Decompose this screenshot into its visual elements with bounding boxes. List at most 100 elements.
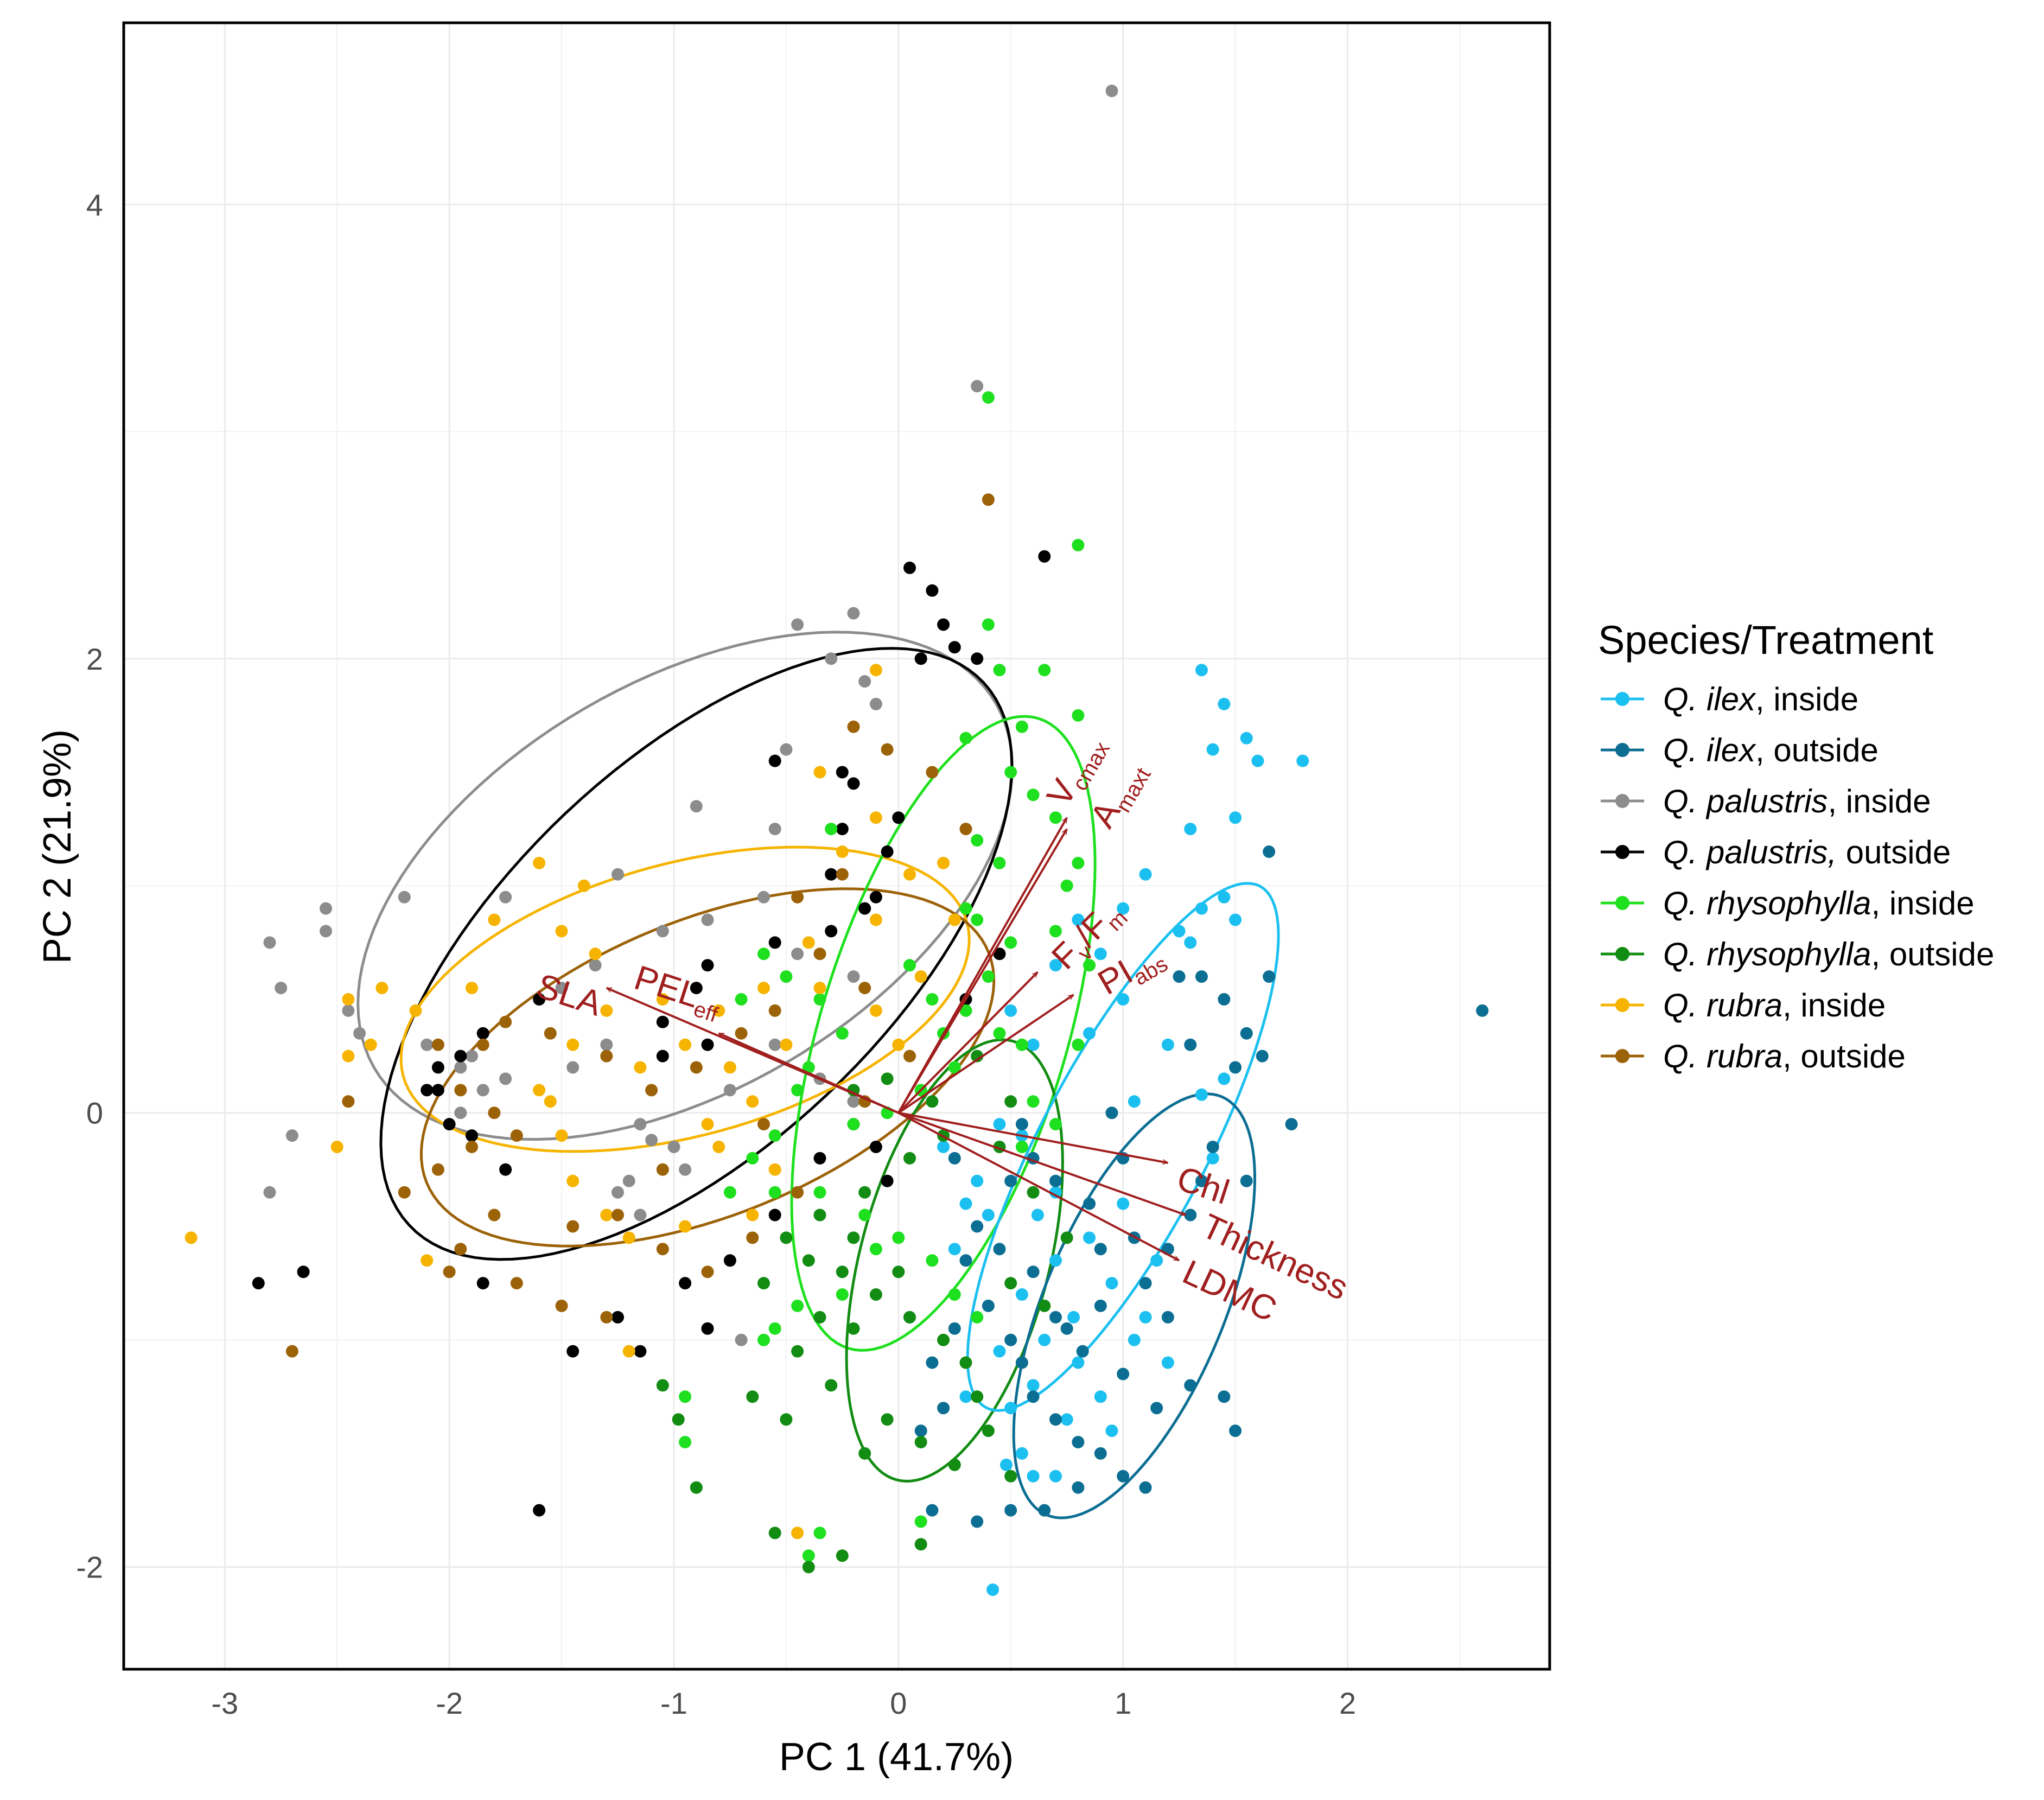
- point-ilex_out: [1161, 1311, 1174, 1324]
- point-rhy_in: [971, 834, 984, 847]
- point-ilex_in: [1105, 1424, 1118, 1438]
- point-rub_out: [645, 1084, 658, 1097]
- point-ilex_in: [971, 1174, 984, 1187]
- point-pal_out: [533, 993, 546, 1006]
- point-rhy_out: [926, 1095, 939, 1108]
- point-pal_in: [869, 697, 882, 710]
- point-rhy_in: [768, 1186, 781, 1199]
- point-pal_in: [791, 947, 804, 961]
- point-pal_in: [645, 1134, 658, 1147]
- point-rhy_in: [869, 1243, 882, 1256]
- point-ilex_in: [1060, 1413, 1073, 1426]
- point-ilex_in: [1049, 1186, 1062, 1199]
- x-tick-label: 2: [1339, 1686, 1356, 1720]
- point-pal_in: [622, 1174, 635, 1187]
- point-ilex_out: [948, 1152, 961, 1165]
- point-rhy_in: [1027, 1095, 1040, 1108]
- point-ilex_in: [1031, 1209, 1044, 1222]
- point-pal_out: [466, 1129, 478, 1142]
- point-rhy_out: [982, 1424, 995, 1438]
- point-pal_in: [353, 1027, 366, 1040]
- legend-label: Q. rhysophylla, inside: [1663, 885, 1975, 921]
- legend-item-rhy_in: Q. rhysophylla, inside: [1601, 885, 1975, 921]
- point-ilex_out: [971, 1220, 984, 1233]
- point-rub_in: [421, 1254, 434, 1267]
- point-rhy_in: [791, 1084, 804, 1097]
- point-rhy_out: [780, 1231, 793, 1244]
- point-rub_out: [488, 1106, 501, 1120]
- point-ilex_out: [948, 1322, 961, 1335]
- legend-item-ilex_in: Q. ilex, inside: [1601, 681, 1858, 717]
- point-rub_out: [342, 1095, 355, 1108]
- point-rub_in: [364, 1038, 377, 1051]
- point-ilex_out: [914, 1424, 927, 1438]
- point-rhy_in: [1060, 879, 1073, 892]
- point-ilex_in: [1049, 1254, 1062, 1267]
- point-ilex_out: [1195, 1174, 1208, 1187]
- point-ilex_in: [1094, 947, 1107, 961]
- point-rub_in: [342, 1050, 355, 1063]
- point-pal_in: [757, 891, 770, 904]
- point-rub_in: [533, 856, 546, 869]
- point-ilex_out: [1139, 1277, 1152, 1290]
- point-pal_in: [555, 982, 568, 995]
- point-rhy_in: [1015, 1038, 1028, 1051]
- point-pal_in: [320, 902, 332, 915]
- point-pal_in: [600, 1038, 613, 1051]
- point-rhy_out: [847, 1322, 860, 1335]
- point-rub_out: [813, 947, 826, 961]
- point-ilex_in: [1173, 925, 1186, 938]
- point-pal_in: [589, 959, 602, 972]
- legend-key-point: [1615, 845, 1629, 859]
- point-ilex_out: [1027, 1265, 1040, 1279]
- point-rhy_out: [1060, 1231, 1073, 1244]
- loading-arrow-f: [897, 971, 1039, 1114]
- point-rub_in: [679, 1220, 692, 1233]
- point-pal_out: [679, 1277, 692, 1290]
- point-rub_in: [869, 664, 882, 677]
- point-ilex_in: [1240, 732, 1253, 745]
- point-rhy_out: [914, 1436, 927, 1448]
- point-rub_out: [746, 1231, 759, 1244]
- point-ilex_in: [993, 1345, 1006, 1358]
- point-pal_out: [948, 641, 961, 654]
- point-ilex_out: [1094, 1299, 1107, 1312]
- legend-item-pal_out: Q. palustris, outside: [1601, 834, 1951, 870]
- point-rhy_in: [948, 1288, 961, 1301]
- point-rhy_out: [914, 1538, 927, 1551]
- point-ilex_in: [1049, 1470, 1062, 1483]
- point-rhy_out: [858, 1447, 871, 1460]
- point-rhy_out: [836, 1549, 849, 1562]
- point-rhy_in: [802, 1549, 815, 1562]
- point-rub_in: [791, 1526, 804, 1540]
- point-ilex_out: [1476, 1004, 1489, 1017]
- point-pal_out: [476, 1027, 489, 1040]
- point-rhy_in: [971, 1311, 984, 1324]
- point-pal_in: [275, 982, 288, 995]
- point-rub_out: [285, 1345, 298, 1358]
- point-rhy_in: [836, 1027, 849, 1040]
- legend-label: Q. ilex, inside: [1663, 681, 1858, 717]
- point-pal_out: [914, 652, 927, 665]
- point-pal_in: [780, 743, 793, 756]
- point-rhy_out: [971, 1050, 984, 1063]
- point-rub_in: [712, 1141, 725, 1153]
- point-rhy_in: [1083, 959, 1096, 972]
- point-ilex_in: [1105, 1277, 1118, 1290]
- point-ilex_out: [1263, 845, 1276, 858]
- loading-arrow-chl: [898, 1111, 1168, 1163]
- point-rhy_in: [735, 993, 748, 1006]
- point-rub_in: [937, 856, 950, 869]
- loading-arrows: [607, 818, 1186, 1262]
- point-rhy_out: [971, 1390, 984, 1403]
- point-ilex_out: [1049, 1311, 1062, 1324]
- point-rub_in: [780, 1038, 793, 1051]
- point-ilex_in: [1195, 664, 1208, 677]
- point-rhy_in: [948, 1061, 961, 1074]
- point-rhy_out: [836, 1265, 849, 1279]
- point-rub_in: [409, 1004, 422, 1017]
- point-ilex_in: [1117, 1197, 1130, 1210]
- plot-panel-background: [124, 23, 1550, 1669]
- point-ilex_out: [1004, 1504, 1017, 1517]
